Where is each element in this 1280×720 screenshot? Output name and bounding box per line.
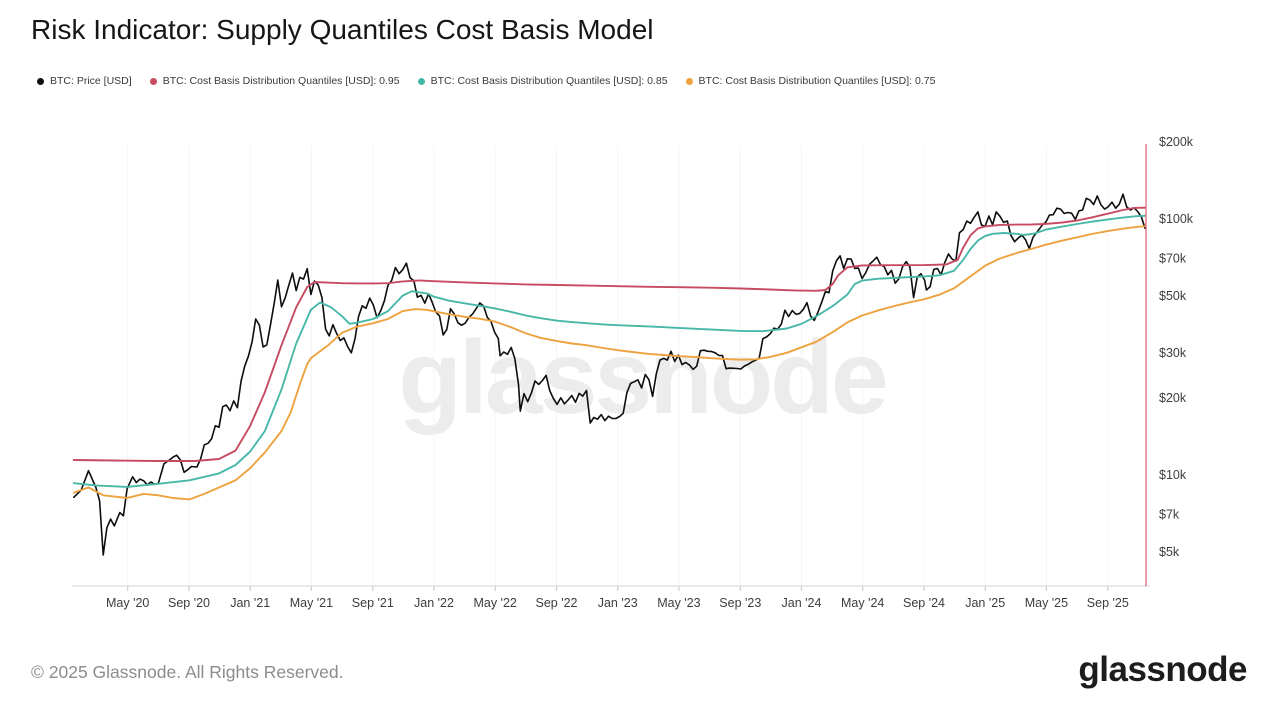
chart-canvas[interactable]: May '20 Sep '20 Jan '21 May '21 Sep '21 Jan '… — [0, 0, 1280, 640]
y-tick-label: $200k — [1159, 135, 1194, 149]
series-line-1 — [72, 206, 1147, 462]
x-tick-label: Sep '20 — [168, 596, 210, 610]
x-tick-label: Jan '25 — [965, 596, 1005, 610]
y-tick-label: $10k — [1159, 468, 1187, 482]
copyright-text: © 2025 Glassnode. All Rights Reserved. — [31, 662, 344, 682]
legend-dot-icon — [685, 77, 693, 85]
y-tick-label: $30k — [1159, 346, 1187, 360]
price-chart[interactable]: May '20 Sep '20 Jan '21 May '21 Sep '21 Jan '… — [0, 0, 1280, 640]
x-tick-label: Jan '22 — [414, 596, 454, 610]
x-axis: May '20 Sep '20 Jan '21 May '21 Sep '21 Jan '… — [72, 585, 1150, 610]
y-tick-label: $70k — [1159, 252, 1187, 266]
x-tick-label: Jan '21 — [230, 596, 270, 610]
x-tick-label: May '21 — [290, 596, 333, 610]
legend-label: BTC: Cost Basis Distribution Quantiles [… — [698, 75, 936, 87]
y-tick-label: $7k — [1159, 508, 1180, 522]
legend-item-quantile-085[interactable]: BTC: Cost Basis Distribution Quantiles [… — [417, 75, 668, 87]
legend-dot-icon — [417, 77, 425, 85]
legend-item-btc-price[interactable]: BTC: Price [USD] — [37, 75, 132, 87]
legend-label: BTC: Cost Basis Distribution Quantiles [… — [162, 75, 400, 87]
legend-dot-icon — [37, 77, 44, 85]
x-tick-label: May '25 — [1025, 596, 1068, 610]
watermark: glassnode — [398, 320, 886, 436]
y-tick-label: $100k — [1159, 212, 1194, 226]
legend-dot-icon — [149, 77, 157, 85]
page-title: Risk Indicator: Supply Quantiles Cost Ba… — [31, 14, 654, 45]
series-line-3 — [72, 225, 1147, 501]
x-tick-label: Sep '21 — [352, 596, 394, 610]
legend-item-quantile-075[interactable]: BTC: Cost Basis Distribution Quantiles [… — [685, 75, 936, 87]
x-tick-label: May '22 — [474, 596, 517, 610]
x-tick-label: Sep '22 — [535, 596, 577, 610]
x-tick-label: May '24 — [841, 596, 884, 610]
series-line-2 — [72, 214, 1147, 488]
x-tick-label: Sep '23 — [719, 596, 761, 610]
y-tick-label: $5k — [1159, 545, 1180, 559]
chart-legend: BTC: Price [USD] BTC: Cost Basis Distrib… — [37, 75, 935, 87]
x-tick-label: Jan '23 — [598, 596, 638, 610]
y-axis: $200k $100k $70k $50k $30k $20k $10k $7k $5k — [1159, 135, 1194, 559]
y-tick-label: $50k — [1159, 289, 1187, 303]
x-tick-label: May '23 — [657, 596, 700, 610]
x-tick-label: Sep '24 — [903, 596, 945, 610]
legend-label: BTC: Price [USD] — [50, 75, 132, 87]
x-tick-label: Sep '25 — [1087, 596, 1129, 610]
y-tick-label: $20k — [1159, 391, 1187, 405]
legend-item-quantile-095[interactable]: BTC: Cost Basis Distribution Quantiles [… — [149, 75, 400, 87]
series-line-0 — [73, 193, 1146, 556]
legend-label: BTC: Cost Basis Distribution Quantiles [… — [430, 75, 668, 87]
x-tick-label: Jan '24 — [782, 596, 822, 610]
x-tick-label: May '20 — [106, 596, 149, 610]
glassnode-logo: glassnode — [1078, 650, 1247, 689]
